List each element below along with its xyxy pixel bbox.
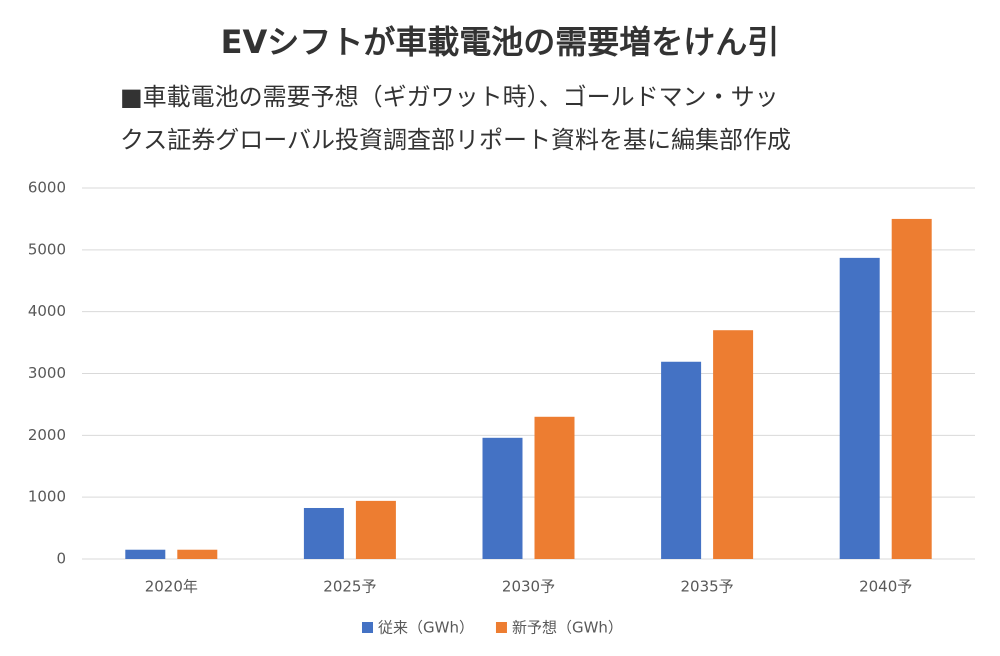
bar bbox=[303, 507, 344, 559]
x-tick-label: 2025予 bbox=[323, 578, 376, 596]
bar bbox=[534, 416, 575, 559]
y-tick-label: 6000 bbox=[28, 179, 66, 197]
subtitle: ■車載電池の需要予想（ギガワット時）、ゴールドマン・サッ bbox=[120, 83, 779, 111]
x-tick-label: 2020年 bbox=[145, 578, 198, 596]
legend-swatch bbox=[495, 622, 507, 633]
bar bbox=[125, 549, 166, 559]
bar bbox=[839, 257, 880, 559]
y-tick-label: 2000 bbox=[28, 426, 66, 444]
bar bbox=[891, 218, 932, 559]
legend-swatch bbox=[362, 622, 373, 633]
subtitle: クス証券グローバル投資調査部リポート資料を基に編集部作成 bbox=[120, 126, 791, 154]
chart-title: EVシフトが車載電池の需要増をけん引 bbox=[221, 23, 780, 61]
y-tick-label: 1000 bbox=[28, 488, 66, 506]
x-tick-label: 2040予 bbox=[859, 578, 912, 596]
y-tick-label: 3000 bbox=[28, 364, 66, 382]
legend-label: 新予想（GWh） bbox=[512, 619, 623, 637]
legend-label: 従来（GWh） bbox=[378, 619, 474, 637]
bar bbox=[355, 500, 396, 559]
bar bbox=[482, 437, 523, 559]
bar bbox=[177, 549, 218, 559]
bar bbox=[713, 330, 754, 559]
y-tick-label: 4000 bbox=[28, 302, 66, 320]
y-tick-label: 0 bbox=[56, 550, 66, 568]
bar bbox=[661, 361, 702, 559]
x-tick-label: 2035予 bbox=[681, 578, 734, 596]
x-tick-label: 2030予 bbox=[502, 578, 555, 596]
y-tick-label: 5000 bbox=[28, 240, 66, 258]
